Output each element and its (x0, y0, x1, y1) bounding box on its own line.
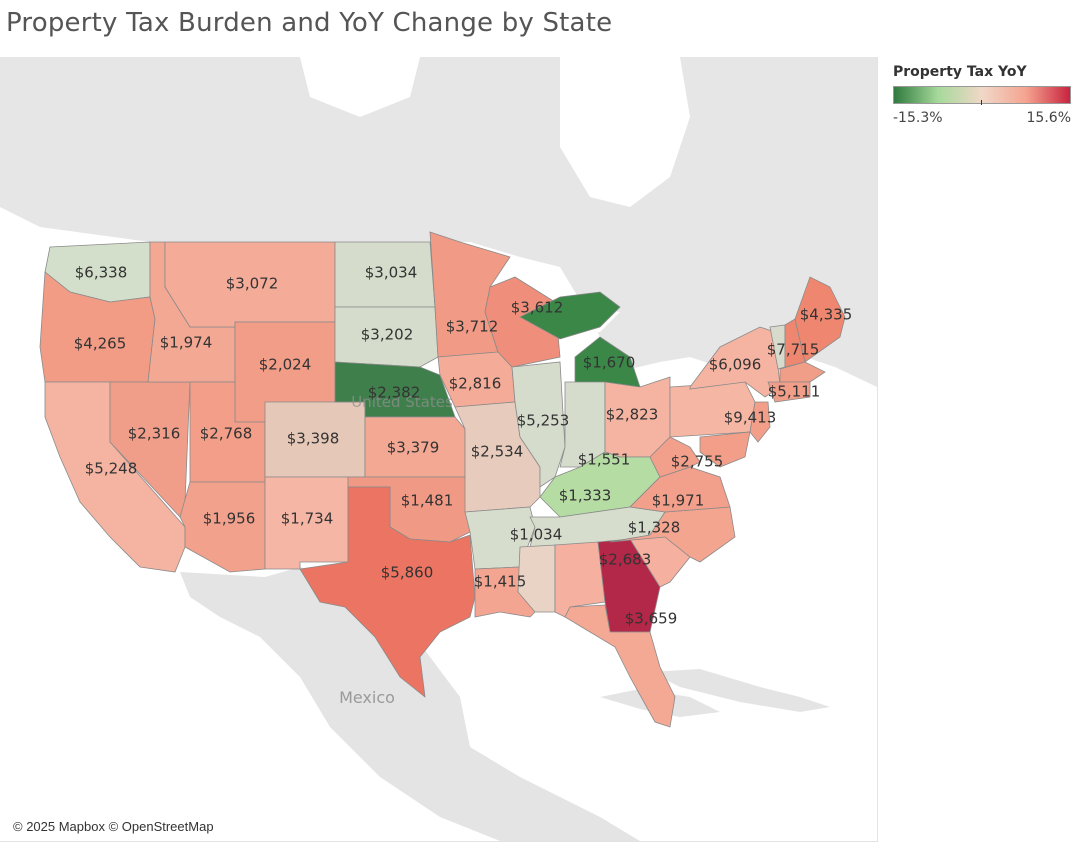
state-value-label: $9,413 (724, 409, 777, 427)
state-value-label: $2,755 (671, 453, 724, 471)
northern-water (300, 57, 420, 117)
legend-min-label: -15.3% (893, 110, 943, 126)
state-value-label: $3,072 (226, 275, 279, 293)
map-attribution[interactable]: © 2025 Mapbox © OpenStreetMap (10, 818, 217, 835)
map-view[interactable]: United States Mexico $6,338 $3,072 $3,03… (0, 57, 878, 842)
state-value-label: $1,971 (652, 492, 705, 510)
state-value-label: $4,335 (800, 306, 853, 324)
chart-title: Property Tax Burden and YoY Change by St… (6, 8, 613, 38)
map-svg: United States Mexico $6,338 $3,072 $3,03… (0, 57, 877, 841)
state-value-label: $2,382 (368, 384, 421, 402)
state-south-dakota[interactable] (334, 306, 439, 368)
legend-zero-tick (981, 100, 983, 105)
state-florida[interactable] (564, 604, 676, 728)
state-value-label: $1,734 (281, 510, 334, 528)
legend-max-label: 15.6% (1026, 110, 1071, 126)
state-value-label: $1,333 (559, 487, 612, 505)
country-label-us: United States (351, 393, 453, 411)
state-value-label: $1,974 (160, 334, 213, 352)
state-value-label: $5,248 (85, 460, 138, 478)
state-value-label: $6,338 (75, 264, 128, 282)
state-value-label: $4,265 (74, 335, 127, 353)
state-wisconsin[interactable] (484, 276, 561, 368)
country-label-mexico: Mexico (339, 688, 395, 707)
state-connecticut[interactable] (767, 381, 811, 403)
state-value-label: $2,534 (471, 443, 524, 461)
caribbean-islands (650, 669, 830, 712)
state-value-label: $2,823 (606, 406, 659, 424)
state-value-label: $2,024 (259, 356, 312, 374)
hudson-bay (560, 57, 690, 207)
mexico-landmass (180, 567, 640, 841)
state-maryland[interactable] (699, 431, 751, 468)
state-texas[interactable] (299, 486, 476, 698)
state-value-label: $1,481 (401, 492, 454, 510)
legend-title: Property Tax YoY (893, 64, 1027, 80)
legend-gradient-bar (893, 86, 1071, 105)
state-value-label: $2,683 (599, 551, 652, 569)
state-mississippi[interactable] (517, 544, 556, 613)
state-value-label: $2,768 (200, 425, 253, 443)
state-value-label: $3,034 (365, 264, 418, 282)
state-value-label: $5,111 (768, 383, 821, 401)
state-value-label: $1,034 (510, 526, 563, 544)
state-value-label: $7,715 (767, 341, 820, 359)
state-value-label: $3,202 (361, 326, 414, 344)
state-value-label: $3,712 (446, 318, 499, 336)
state-value-label: $1,551 (578, 451, 631, 469)
state-value-label: $1,328 (628, 519, 681, 537)
state-value-label: $3,659 (625, 610, 678, 628)
state-value-label: $5,860 (381, 564, 434, 582)
state-illinois[interactable] (511, 361, 566, 488)
state-north-carolina[interactable] (609, 506, 736, 563)
state-value-label: $6,096 (709, 356, 762, 374)
state-value-label: $1,670 (583, 354, 636, 372)
state-value-label: $5,253 (517, 412, 570, 430)
state-massachusetts[interactable] (779, 361, 826, 383)
color-legend: Property Tax YoY -15.3% 15.6% (893, 64, 1078, 126)
state-value-label: $2,816 (449, 375, 502, 393)
state-value-label: $3,398 (287, 430, 340, 448)
state-value-label: $3,612 (511, 299, 564, 317)
state-value-label: $2,316 (128, 425, 181, 443)
state-value-label: $3,379 (387, 439, 440, 457)
state-value-label: $1,415 (474, 573, 527, 591)
state-value-label: $1,956 (203, 510, 256, 528)
state-new-jersey[interactable] (749, 401, 771, 443)
